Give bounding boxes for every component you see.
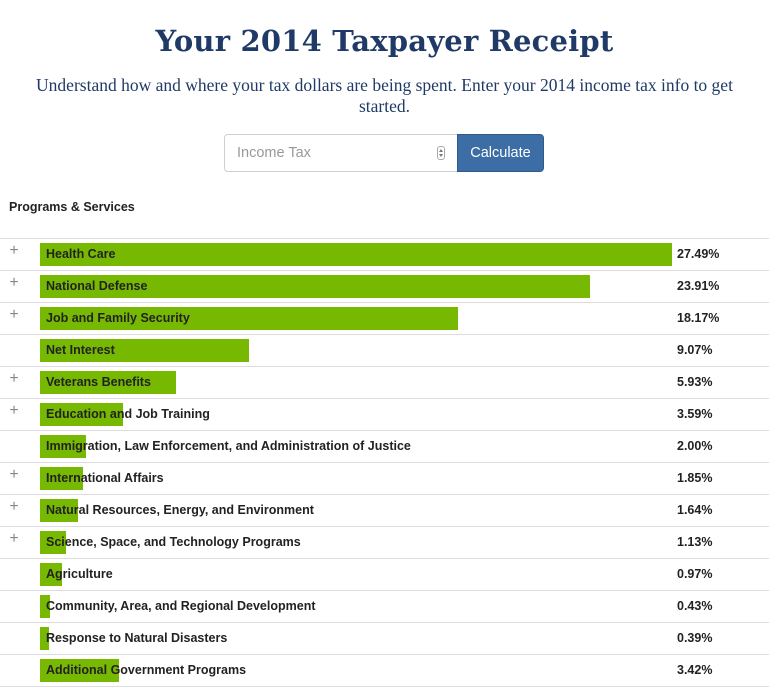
program-row: Additional Government Programs 3.42% [0, 654, 769, 687]
program-bar [40, 595, 50, 618]
program-label: Natural Resources, Energy, and Environme… [46, 503, 314, 517]
program-bar-track [40, 563, 672, 586]
program-bar [40, 403, 123, 426]
expand-plus-icon[interactable]: + [9, 370, 19, 387]
program-bar [40, 339, 249, 362]
program-bar-track [40, 371, 672, 394]
program-label: Agriculture [46, 567, 113, 581]
section-heading: Programs & Services [9, 200, 135, 214]
program-row[interactable]: + Health Care 27.49% [0, 238, 769, 270]
calculate-button[interactable]: Calculate [457, 134, 544, 172]
program-bar-track [40, 275, 672, 298]
program-bar-track [40, 403, 672, 426]
programs-table: + Health Care 27.49% + National Defense 23.91… [0, 238, 769, 687]
program-percent: 2.00% [677, 439, 713, 453]
program-bar [40, 499, 78, 522]
program-bar-track [40, 531, 672, 554]
expand-plus-icon[interactable]: + [9, 242, 19, 259]
program-bar [40, 275, 590, 298]
expand-plus-icon[interactable]: + [9, 402, 19, 419]
program-label: Response to Natural Disasters [46, 631, 228, 645]
page-subtitle: Understand how and where your tax dollar… [36, 75, 733, 116]
program-label: Veterans Benefits [46, 375, 151, 389]
program-row: Agriculture 0.97% [0, 558, 769, 590]
program-row[interactable]: + Veterans Benefits 5.93% [0, 366, 769, 398]
program-bar [40, 243, 672, 266]
program-row[interactable]: + Natural Resources, Energy, and Environm… [0, 494, 769, 526]
income-tax-form: Income Tax Calculate [224, 134, 544, 172]
program-bar [40, 627, 49, 650]
program-bar-track [40, 435, 672, 458]
program-percent: 0.43% [677, 599, 713, 613]
program-bar-track [40, 499, 672, 522]
expand-plus-icon[interactable]: + [9, 530, 19, 547]
program-label: Net Interest [46, 343, 115, 357]
expand-plus-icon[interactable]: + [9, 274, 19, 291]
income-tax-placeholder: Income Tax [237, 145, 311, 161]
program-percent: 0.39% [677, 631, 713, 645]
program-bar [40, 371, 177, 394]
program-percent: 9.07% [677, 343, 713, 357]
program-bar-track [40, 307, 672, 330]
program-bar [40, 563, 63, 586]
program-bar-track [40, 659, 672, 682]
program-percent: 1.85% [677, 471, 713, 485]
program-bar [40, 467, 83, 490]
program-percent: 27.49% [677, 247, 720, 261]
program-label: Community, Area, and Regional Developmen… [46, 599, 316, 613]
program-label: Health Care [46, 247, 116, 261]
program-label: Immigration, Law Enforcement, and Admini… [46, 439, 411, 453]
program-percent: 1.13% [677, 535, 713, 549]
program-bar-track [40, 467, 672, 490]
number-spinner-icon[interactable] [437, 146, 445, 160]
program-percent: 0.97% [677, 567, 713, 581]
program-row: Response to Natural Disasters 0.39% [0, 622, 769, 654]
page-title: Your 2014 Taxpayer Receipt [155, 24, 614, 58]
program-bar [40, 435, 86, 458]
program-percent: 3.42% [677, 663, 713, 677]
program-row[interactable]: + National Defense 23.91% [0, 270, 769, 302]
program-percent: 3.59% [677, 407, 713, 421]
expand-plus-icon[interactable]: + [9, 466, 19, 483]
program-percent: 5.93% [677, 375, 713, 389]
income-tax-input[interactable]: Income Tax [224, 134, 457, 172]
program-row[interactable]: + International Affairs 1.85% [0, 462, 769, 494]
program-row: Immigration, Law Enforcement, and Admini… [0, 430, 769, 462]
program-row[interactable]: + Science, Space, and Technology Programs… [0, 526, 769, 558]
program-percent: 23.91% [677, 279, 720, 293]
program-row: Net Interest 9.07% [0, 334, 769, 366]
program-percent: 18.17% [677, 311, 720, 325]
program-bar-track [40, 339, 672, 362]
program-bar-track [40, 627, 672, 650]
program-row[interactable]: + Education and Job Training 3.59% [0, 398, 769, 430]
program-label: Education and Job Training [46, 407, 210, 421]
program-row[interactable]: + Job and Family Security 18.17% [0, 302, 769, 334]
program-label: Job and Family Security [46, 311, 190, 325]
program-label: Science, Space, and Technology Programs [46, 535, 301, 549]
program-bar-track [40, 595, 672, 618]
program-label: International Affairs [46, 471, 164, 485]
program-bar [40, 531, 66, 554]
program-bar [40, 307, 458, 330]
program-label: National Defense [46, 279, 148, 293]
program-bar-track [40, 243, 672, 266]
program-label: Additional Government Programs [46, 663, 247, 677]
program-percent: 1.64% [677, 503, 713, 517]
program-row: Community, Area, and Regional Developmen… [0, 590, 769, 622]
program-bar [40, 659, 119, 682]
expand-plus-icon[interactable]: + [9, 498, 19, 515]
expand-plus-icon[interactable]: + [9, 306, 19, 323]
